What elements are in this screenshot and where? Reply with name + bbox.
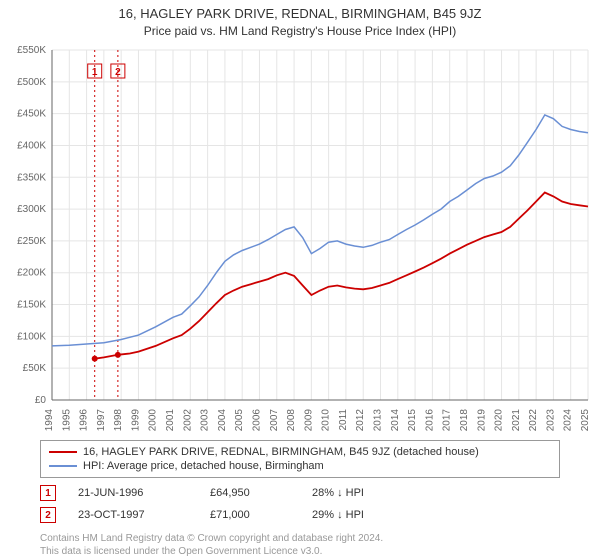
legend: 16, HAGLEY PARK DRIVE, REDNAL, BIRMINGHA… xyxy=(40,440,560,478)
svg-text:£50K: £50K xyxy=(23,363,47,374)
svg-text:£500K: £500K xyxy=(17,77,46,88)
svg-text:1995: 1995 xyxy=(61,409,72,432)
transaction-row: 2 23-OCT-1997 £71,000 29% ↓ HPI xyxy=(40,504,560,526)
legend-swatch xyxy=(49,465,77,467)
svg-text:£450K: £450K xyxy=(17,109,46,120)
svg-text:£0: £0 xyxy=(35,395,47,406)
svg-text:2: 2 xyxy=(115,67,121,78)
svg-text:2011: 2011 xyxy=(338,409,349,431)
svg-text:2016: 2016 xyxy=(424,409,435,432)
transaction-badge: 1 xyxy=(40,485,56,501)
footer: Contains HM Land Registry data © Crown c… xyxy=(40,532,560,558)
svg-text:£100K: £100K xyxy=(17,331,46,342)
svg-text:2012: 2012 xyxy=(355,409,366,432)
transaction-date: 21-JUN-1996 xyxy=(78,487,188,499)
svg-text:2008: 2008 xyxy=(286,409,297,432)
svg-text:2022: 2022 xyxy=(528,409,539,432)
svg-text:2002: 2002 xyxy=(182,409,193,432)
svg-text:2023: 2023 xyxy=(545,409,556,432)
chart-subtitle: Price paid vs. HM Land Registry's House … xyxy=(0,21,600,44)
svg-text:2019: 2019 xyxy=(476,409,487,432)
transaction-price: £71,000 xyxy=(210,509,290,521)
svg-text:2001: 2001 xyxy=(165,409,176,432)
transactions-table: 1 21-JUN-1996 £64,950 28% ↓ HPI 2 23-OCT-1997… xyxy=(40,482,560,526)
svg-text:1996: 1996 xyxy=(79,409,90,432)
svg-text:2004: 2004 xyxy=(217,409,228,432)
legend-label: 16, HAGLEY PARK DRIVE, REDNAL, BIRMINGHA… xyxy=(83,446,479,458)
svg-text:2014: 2014 xyxy=(390,409,401,432)
svg-text:2006: 2006 xyxy=(251,409,262,432)
svg-text:2009: 2009 xyxy=(303,409,314,432)
svg-text:£350K: £350K xyxy=(17,172,46,183)
svg-text:1998: 1998 xyxy=(113,409,124,432)
svg-text:£250K: £250K xyxy=(17,236,46,247)
svg-text:2025: 2025 xyxy=(580,409,591,432)
transaction-badge: 2 xyxy=(40,507,56,523)
svg-text:£200K: £200K xyxy=(17,268,46,279)
line-chart: £0 £50K £100K £150K £200K £250K £300K £350K £400… xyxy=(0,44,600,434)
svg-text:2013: 2013 xyxy=(373,409,384,432)
svg-text:£300K: £300K xyxy=(17,204,46,215)
footer-line-2: This data is licensed under the Open Gov… xyxy=(40,545,560,558)
svg-text:2007: 2007 xyxy=(269,409,280,432)
svg-text:1: 1 xyxy=(92,67,98,78)
chart-area: £0 £50K £100K £150K £200K £250K £300K £350K £400… xyxy=(0,44,600,434)
svg-text:2024: 2024 xyxy=(563,409,574,432)
transaction-row: 1 21-JUN-1996 £64,950 28% ↓ HPI xyxy=(40,482,560,504)
svg-text:1999: 1999 xyxy=(130,409,141,432)
legend-item: 16, HAGLEY PARK DRIVE, REDNAL, BIRMINGHA… xyxy=(49,445,551,459)
svg-text:£400K: £400K xyxy=(17,140,46,151)
transaction-date: 23-OCT-1997 xyxy=(78,509,188,521)
transaction-pct: 28% ↓ HPI xyxy=(312,487,422,499)
svg-text:2018: 2018 xyxy=(459,409,470,432)
svg-text:2010: 2010 xyxy=(321,409,332,432)
chart-title: 16, HAGLEY PARK DRIVE, REDNAL, BIRMINGHA… xyxy=(0,0,600,21)
footer-line-1: Contains HM Land Registry data © Crown c… xyxy=(40,532,560,545)
svg-text:2005: 2005 xyxy=(234,409,245,432)
svg-text:2020: 2020 xyxy=(494,409,505,432)
page: 16, HAGLEY PARK DRIVE, REDNAL, BIRMINGHA… xyxy=(0,0,600,560)
transaction-price: £64,950 xyxy=(210,487,290,499)
svg-text:2021: 2021 xyxy=(511,409,522,432)
svg-text:2000: 2000 xyxy=(148,409,159,432)
svg-text:1994: 1994 xyxy=(44,409,55,432)
svg-text:£150K: £150K xyxy=(17,300,46,311)
legend-item: HPI: Average price, detached house, Birm… xyxy=(49,459,551,473)
svg-text:2003: 2003 xyxy=(200,409,211,432)
svg-text:1997: 1997 xyxy=(96,409,107,432)
svg-text:£550K: £550K xyxy=(17,45,46,56)
svg-text:2017: 2017 xyxy=(442,409,453,432)
transaction-pct: 29% ↓ HPI xyxy=(312,509,422,521)
legend-swatch xyxy=(49,451,77,453)
svg-text:2015: 2015 xyxy=(407,409,418,432)
legend-label: HPI: Average price, detached house, Birm… xyxy=(83,460,324,472)
